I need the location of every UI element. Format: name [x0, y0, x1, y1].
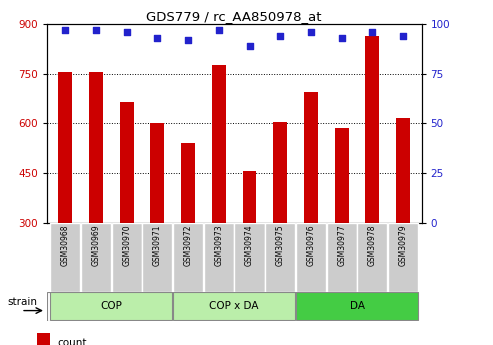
Text: strain: strain [7, 297, 37, 307]
Bar [396, 118, 410, 223]
Bar [235, 223, 265, 292]
Text: DA: DA [350, 301, 364, 311]
Bar [296, 292, 418, 320]
Point [276, 33, 284, 39]
Text: GSM30977: GSM30977 [337, 225, 346, 266]
Bar [173, 223, 203, 292]
Bar [89, 72, 103, 223]
Text: GSM30978: GSM30978 [368, 225, 377, 266]
Text: GSM30968: GSM30968 [61, 225, 70, 266]
Text: GSM30971: GSM30971 [153, 225, 162, 266]
Text: GSM30972: GSM30972 [183, 225, 193, 266]
Text: COP x DA: COP x DA [210, 301, 259, 311]
Text: GSM30974: GSM30974 [245, 225, 254, 266]
Bar [204, 223, 234, 292]
Point [307, 29, 315, 35]
Bar [327, 223, 357, 292]
Text: GSM30975: GSM30975 [276, 225, 285, 266]
Point [399, 33, 407, 39]
Bar [388, 223, 418, 292]
Text: count: count [58, 338, 87, 345]
Bar [273, 122, 287, 223]
Bar [142, 223, 173, 292]
Text: GSM30969: GSM30969 [92, 225, 101, 266]
Point [215, 27, 223, 33]
Bar [58, 72, 72, 223]
Point [61, 27, 69, 33]
Point [153, 35, 161, 41]
Bar [111, 223, 141, 292]
Text: GSM30970: GSM30970 [122, 225, 131, 266]
Point [92, 27, 100, 33]
Bar [265, 223, 295, 292]
Bar [173, 292, 295, 320]
Bar [243, 171, 256, 223]
Bar [37, 333, 50, 345]
Point [184, 37, 192, 43]
Bar [304, 92, 318, 223]
Bar [181, 143, 195, 223]
Text: GSM30976: GSM30976 [307, 225, 316, 266]
Point [246, 43, 253, 49]
Bar [150, 123, 164, 223]
Bar [120, 102, 134, 223]
Title: GDS779 / rc_AA850978_at: GDS779 / rc_AA850978_at [146, 10, 322, 23]
Bar [81, 223, 111, 292]
Point [123, 29, 131, 35]
Text: COP: COP [101, 301, 122, 311]
Point [368, 29, 376, 35]
Bar [296, 223, 326, 292]
Bar [50, 223, 80, 292]
Bar [212, 66, 226, 223]
Point [338, 35, 346, 41]
Bar [357, 223, 387, 292]
Text: GSM30973: GSM30973 [214, 225, 223, 266]
Bar [50, 292, 173, 320]
Bar [335, 128, 349, 223]
Bar [365, 36, 379, 223]
Text: GSM30979: GSM30979 [398, 225, 408, 266]
